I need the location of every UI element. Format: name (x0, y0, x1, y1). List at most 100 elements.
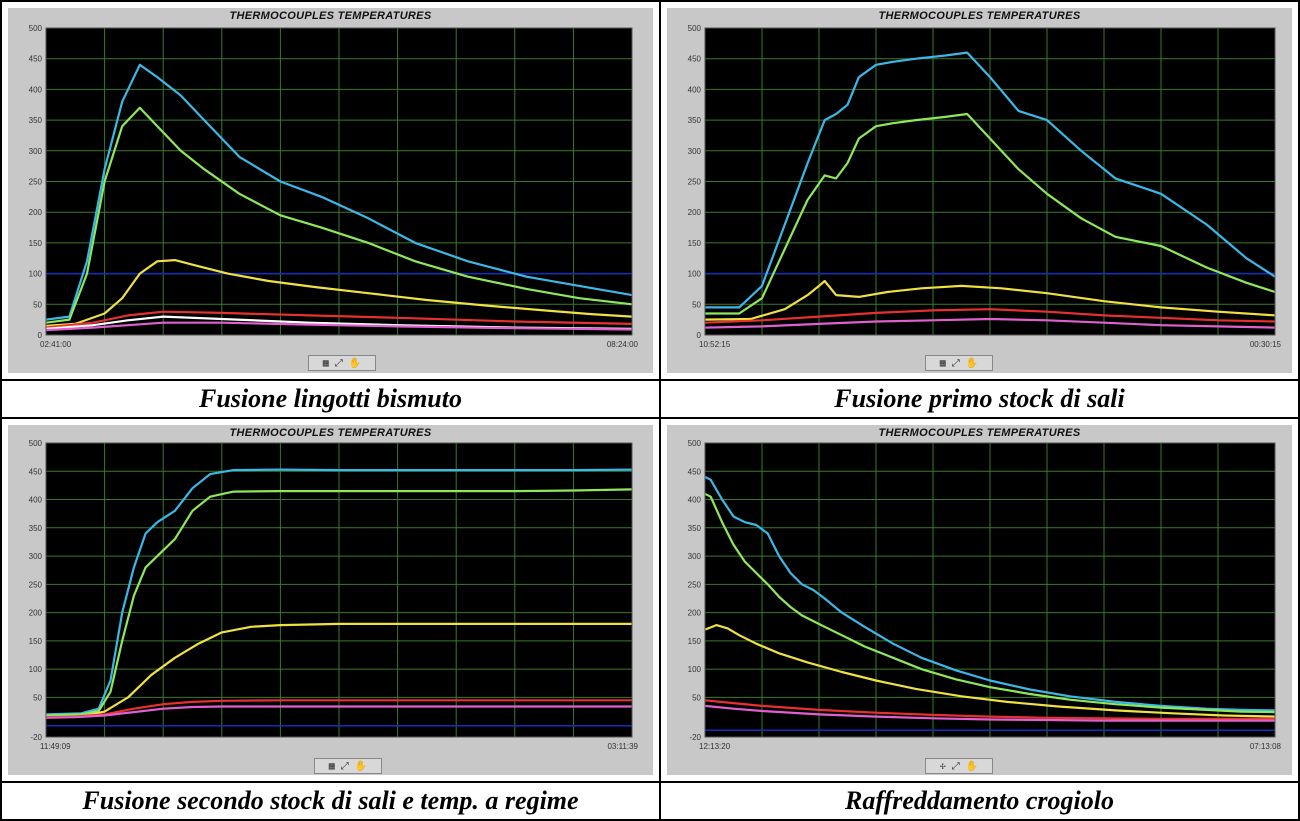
y-tick-label: 150 (29, 239, 43, 248)
series-line-cyan (704, 475, 1276, 712)
graph-palette-control[interactable]: ▦ ⤢ ✋ (308, 355, 376, 371)
caption-2: Fusione primo stock di sali (659, 379, 1300, 419)
chart-cell-3: THERMOCOUPLES TEMPERATURES -20 50 100 150 20… (0, 417, 661, 783)
y-tick-label: 450 (688, 467, 702, 476)
chart-title: THERMOCOUPLES TEMPERATURES (229, 10, 432, 22)
series-line-cyan (705, 51, 1276, 309)
graph-palette-control[interactable]: ▦ ⤢ ✋ (925, 355, 993, 371)
y-tick-label: 50 (33, 300, 42, 309)
y-tick-label: 350 (29, 116, 43, 125)
y-tick-label: 200 (29, 609, 43, 618)
y-tick-label: 150 (688, 239, 702, 248)
series-line-magenta (45, 705, 632, 719)
y-tick-label: 400 (29, 496, 43, 505)
x-start-label: 10:52:15 (699, 340, 731, 349)
x-end-label: 03:11:39 (607, 742, 638, 751)
caption-1: Fusione lingotti bismuto (0, 379, 661, 419)
series-line-cyan (45, 468, 633, 716)
y-tick-label: 200 (688, 208, 702, 217)
series-line-red (704, 308, 1276, 324)
y-tick-label: 100 (29, 665, 43, 674)
graph-palette-control[interactable]: ✢ ⤢ ✋ (925, 758, 993, 774)
chart-cell-1: THERMOCOUPLES TEMPERATURES 0 50 100 150 200 2… (0, 0, 661, 381)
y-tick-label: 400 (29, 85, 43, 94)
y-tick-label: 300 (688, 147, 702, 156)
series-line-yellow (704, 624, 1276, 718)
y-tick-label: 100 (29, 270, 43, 279)
plot-border (704, 27, 1276, 336)
x-start-label: 12:13:20 (699, 742, 731, 751)
y-tick-label: 50 (692, 693, 701, 702)
chart-panel: THERMOCOUPLES TEMPERATURES -20 50 100 150 20… (667, 425, 1292, 775)
y-tick-label: 350 (29, 524, 43, 533)
y-tick-label: 0 (38, 331, 43, 340)
y-tick-label: 250 (29, 580, 43, 589)
series-line-yellow (704, 279, 1276, 321)
series-line-green (704, 492, 1276, 714)
y-tick-label: -20 (689, 733, 701, 742)
y-tick-label: 200 (29, 208, 43, 217)
y-tick-label: 500 (29, 439, 43, 448)
series-line-green (705, 112, 1276, 315)
y-tick-label: 300 (688, 552, 702, 561)
plot-border (45, 442, 633, 738)
chart-panel: THERMOCOUPLES TEMPERATURES 0 50 100 150 200 2… (8, 8, 653, 373)
y-tick-label: 300 (29, 552, 43, 561)
y-tick-label: 150 (29, 637, 43, 646)
chart-title: THERMOCOUPLES TEMPERATURES (878, 10, 1081, 22)
chart-panel: THERMOCOUPLES TEMPERATURES -20 50 100 150 20… (8, 425, 653, 775)
series-line-green (45, 488, 633, 717)
y-tick-label: 150 (688, 637, 702, 646)
x-start-label: 02:41:00 (40, 340, 72, 349)
y-tick-label: 200 (688, 609, 702, 618)
series-line-magenta (704, 704, 1275, 722)
chart-title: THERMOCOUPLES TEMPERATURES (229, 427, 432, 439)
series-line-red (704, 699, 1275, 720)
graph-palette-control[interactable]: ▦ ⤢ ✋ (314, 758, 382, 774)
y-tick-label: 250 (688, 580, 702, 589)
cursor-palette-icon: ▦ ⤢ ✋ (939, 357, 979, 369)
x-end-label: 07:13:08 (1250, 742, 1282, 751)
chart-svg: -20 50 100 150 200 250 300 350 400 450 500 11:49:09… (29, 439, 639, 751)
y-tick-label: 450 (688, 55, 702, 64)
y-tick-label: 300 (29, 147, 43, 156)
chart-title: THERMOCOUPLES TEMPERATURES (878, 427, 1081, 439)
chart-cell-2: THERMOCOUPLES TEMPERATURES 0 50 100 150 200 2… (659, 0, 1300, 381)
y-tick-label: -20 (30, 733, 42, 742)
chart-cell-4: THERMOCOUPLES TEMPERATURES -20 50 100 150 20… (659, 417, 1300, 783)
y-tick-label: 400 (688, 496, 702, 505)
series-line-magenta (45, 321, 633, 332)
y-tick-label: 100 (688, 270, 702, 279)
x-end-label: 00:30:15 (1250, 340, 1282, 349)
y-tick-label: 250 (688, 178, 702, 187)
x-end-label: 08:24:00 (607, 340, 639, 349)
x-start-label: 11:49:09 (40, 742, 71, 751)
y-tick-label: 50 (692, 300, 701, 309)
chart-panel: THERMOCOUPLES TEMPERATURES 0 50 100 150 200 2… (667, 8, 1292, 373)
y-tick-label: 50 (33, 693, 42, 702)
series-line-cyan (45, 63, 633, 321)
y-tick-label: 250 (29, 178, 43, 187)
y-tick-label: 450 (29, 467, 43, 476)
chart-svg: 0 50 100 150 200 250 300 350 400 450 500 10:52:15 00… (688, 24, 1282, 349)
y-tick-label: 500 (688, 439, 702, 448)
caption-4: Raffreddamento crogiolo (659, 781, 1300, 821)
y-tick-label: 100 (688, 665, 702, 674)
series-line-yellow (45, 622, 632, 719)
y-tick-label: 0 (697, 331, 702, 340)
chart-svg: 0 50 100 150 200 250 300 350 400 450 500 02:41:00 08… (29, 24, 639, 349)
y-tick-label: 350 (688, 116, 702, 125)
chart-svg: -20 50 100 150 200 250 300 350 400 450 500 12:13:20… (688, 439, 1282, 751)
cursor-palette-icon: ✢ ⤢ ✋ (939, 760, 979, 772)
cursor-palette-icon: ▦ ⤢ ✋ (322, 357, 362, 369)
series-line-magenta (704, 317, 1276, 329)
plot-border (704, 442, 1276, 738)
plot-border (45, 27, 633, 336)
series-line-red (45, 310, 633, 329)
caption-3: Fusione secondo stock di sali e temp. a … (0, 781, 661, 821)
series-line-yellow (45, 259, 633, 327)
cursor-palette-icon: ▦ ⤢ ✋ (328, 760, 368, 772)
y-tick-label: 500 (688, 24, 702, 33)
y-tick-label: 450 (29, 55, 43, 64)
